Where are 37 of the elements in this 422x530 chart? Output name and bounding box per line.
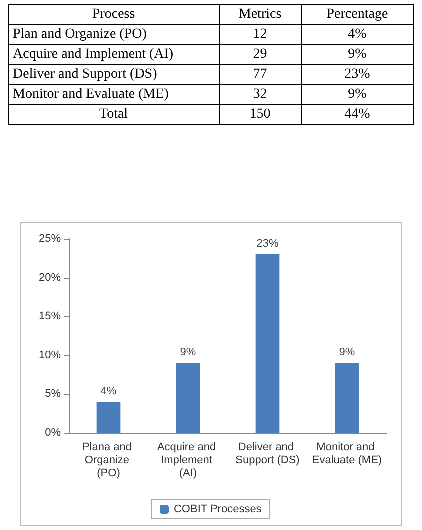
bar (256, 254, 280, 433)
y-tick-label: 15% (38, 310, 62, 323)
text: 77 (219, 64, 302, 84)
text: Process (8, 4, 220, 24)
text: 4% (301, 24, 414, 44)
y-tick-label: 25% (38, 233, 62, 245)
text: Total (8, 104, 220, 124)
text: 150 (219, 104, 302, 124)
x-tick-label: Monitor and Evaluate (ME) (312, 442, 382, 466)
text: Metrics (219, 4, 302, 24)
data-label: 4% (100, 385, 117, 398)
bar (176, 363, 200, 433)
x-tick-label: Acquire and Implement (AI) (157, 442, 220, 480)
y-tick-label: 5% (45, 388, 62, 400)
legend-label: COBIT Processes (174, 504, 262, 516)
data-label: 9% (339, 346, 356, 359)
text: 32 (219, 84, 302, 104)
text: Acquire and Implement (AI) (8, 44, 220, 64)
data-label: 9% (180, 346, 196, 359)
text: 23% (301, 64, 414, 84)
text: Monitor and Evaluate (ME) (8, 84, 220, 104)
y-tick-label: 10% (38, 349, 62, 362)
y-tick-label: 20% (38, 272, 62, 284)
text: Percentage (301, 4, 414, 24)
bar (335, 363, 360, 433)
text: 9% (301, 44, 414, 64)
x-tick-label: Deliver and Support (DS) (236, 442, 300, 466)
text: 29 (219, 44, 302, 64)
text: 9% (301, 84, 414, 104)
bar (96, 402, 121, 433)
text: Plan and Organize (PO) (8, 24, 220, 44)
text: 12 (219, 24, 302, 44)
text: 44% (301, 104, 414, 124)
data-label: 23% (256, 238, 279, 250)
text: Deliver and Support (DS) (8, 64, 220, 84)
y-tick-label: 0% (45, 427, 62, 439)
x-tick-label: Plana and Organize (PO) (82, 442, 136, 480)
